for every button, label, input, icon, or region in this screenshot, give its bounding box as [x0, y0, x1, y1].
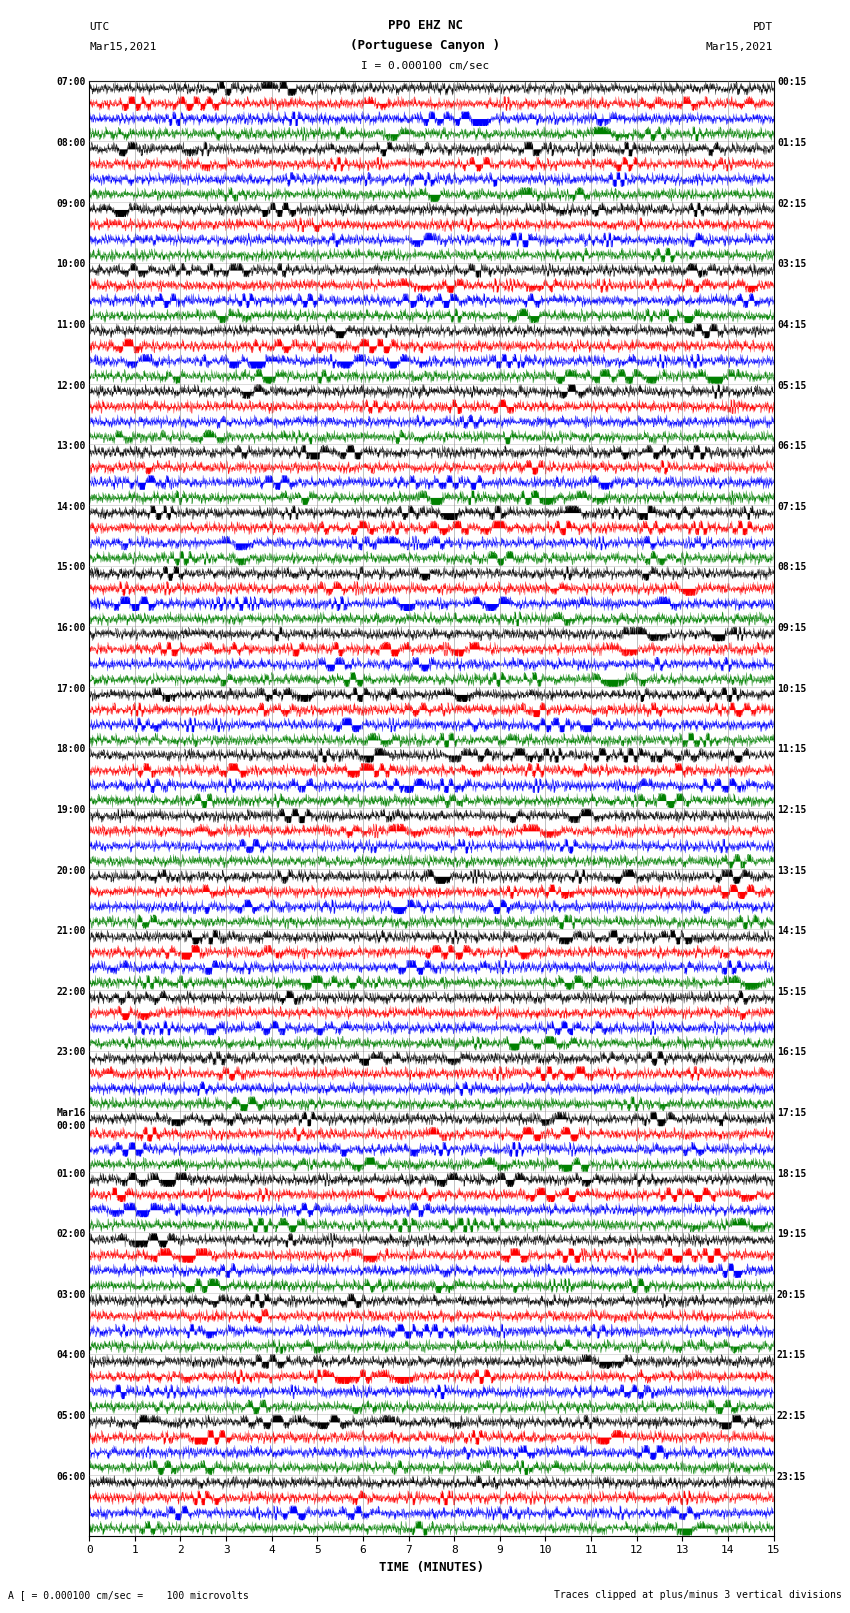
Text: 09:00: 09:00: [56, 198, 86, 208]
Text: 07:15: 07:15: [777, 502, 807, 511]
Text: 22:00: 22:00: [56, 987, 86, 997]
Text: 11:00: 11:00: [56, 319, 86, 331]
Text: 03:15: 03:15: [777, 260, 807, 269]
Text: 23:00: 23:00: [56, 1047, 86, 1058]
Text: 18:15: 18:15: [777, 1168, 807, 1179]
Text: 05:00: 05:00: [56, 1411, 86, 1421]
Text: 20:15: 20:15: [777, 1290, 807, 1300]
Text: 18:00: 18:00: [56, 744, 86, 755]
Text: 02:15: 02:15: [777, 198, 807, 208]
Text: 06:00: 06:00: [56, 1471, 86, 1482]
Text: PPO EHZ NC: PPO EHZ NC: [388, 19, 462, 32]
Text: 04:00: 04:00: [56, 1350, 86, 1360]
Text: UTC: UTC: [89, 23, 110, 32]
Text: 10:00: 10:00: [56, 260, 86, 269]
Text: 01:00: 01:00: [56, 1168, 86, 1179]
Text: 04:15: 04:15: [777, 319, 807, 331]
Text: 13:15: 13:15: [777, 866, 807, 876]
Text: 02:00: 02:00: [56, 1229, 86, 1239]
Text: 05:15: 05:15: [777, 381, 807, 390]
Text: A [ = 0.000100 cm/sec =    100 microvolts: A [ = 0.000100 cm/sec = 100 microvolts: [8, 1590, 249, 1600]
Text: PDT: PDT: [753, 23, 774, 32]
Text: Mar15,2021: Mar15,2021: [706, 42, 774, 52]
Text: 14:00: 14:00: [56, 502, 86, 511]
Text: 17:15: 17:15: [777, 1108, 807, 1118]
Text: Traces clipped at plus/minus 3 vertical divisions: Traces clipped at plus/minus 3 vertical …: [553, 1590, 842, 1600]
Text: 17:00: 17:00: [56, 684, 86, 694]
Text: 08:00: 08:00: [56, 139, 86, 148]
Text: 16:00: 16:00: [56, 623, 86, 632]
Text: I = 0.000100 cm/sec: I = 0.000100 cm/sec: [361, 61, 489, 71]
Text: Mar16: Mar16: [56, 1108, 86, 1118]
Text: 07:00: 07:00: [56, 77, 86, 87]
Text: 14:15: 14:15: [777, 926, 807, 936]
Text: 15:15: 15:15: [777, 987, 807, 997]
Text: 20:00: 20:00: [56, 866, 86, 876]
Text: 10:15: 10:15: [777, 684, 807, 694]
Text: 01:15: 01:15: [777, 139, 807, 148]
Text: 19:15: 19:15: [777, 1229, 807, 1239]
Text: 12:00: 12:00: [56, 381, 86, 390]
Text: 21:00: 21:00: [56, 926, 86, 936]
Text: 03:00: 03:00: [56, 1290, 86, 1300]
X-axis label: TIME (MINUTES): TIME (MINUTES): [379, 1561, 484, 1574]
Text: Mar15,2021: Mar15,2021: [89, 42, 156, 52]
Text: 19:00: 19:00: [56, 805, 86, 815]
Text: 16:15: 16:15: [777, 1047, 807, 1058]
Text: 00:15: 00:15: [777, 77, 807, 87]
Text: 11:15: 11:15: [777, 744, 807, 755]
Text: 00:00: 00:00: [56, 1121, 86, 1131]
Text: 06:15: 06:15: [777, 442, 807, 452]
Text: 22:15: 22:15: [777, 1411, 807, 1421]
Text: 13:00: 13:00: [56, 442, 86, 452]
Text: 23:15: 23:15: [777, 1471, 807, 1482]
Text: 21:15: 21:15: [777, 1350, 807, 1360]
Text: 15:00: 15:00: [56, 563, 86, 573]
Text: 08:15: 08:15: [777, 563, 807, 573]
Text: 12:15: 12:15: [777, 805, 807, 815]
Text: (Portuguese Canyon ): (Portuguese Canyon ): [350, 39, 500, 52]
Text: 09:15: 09:15: [777, 623, 807, 632]
